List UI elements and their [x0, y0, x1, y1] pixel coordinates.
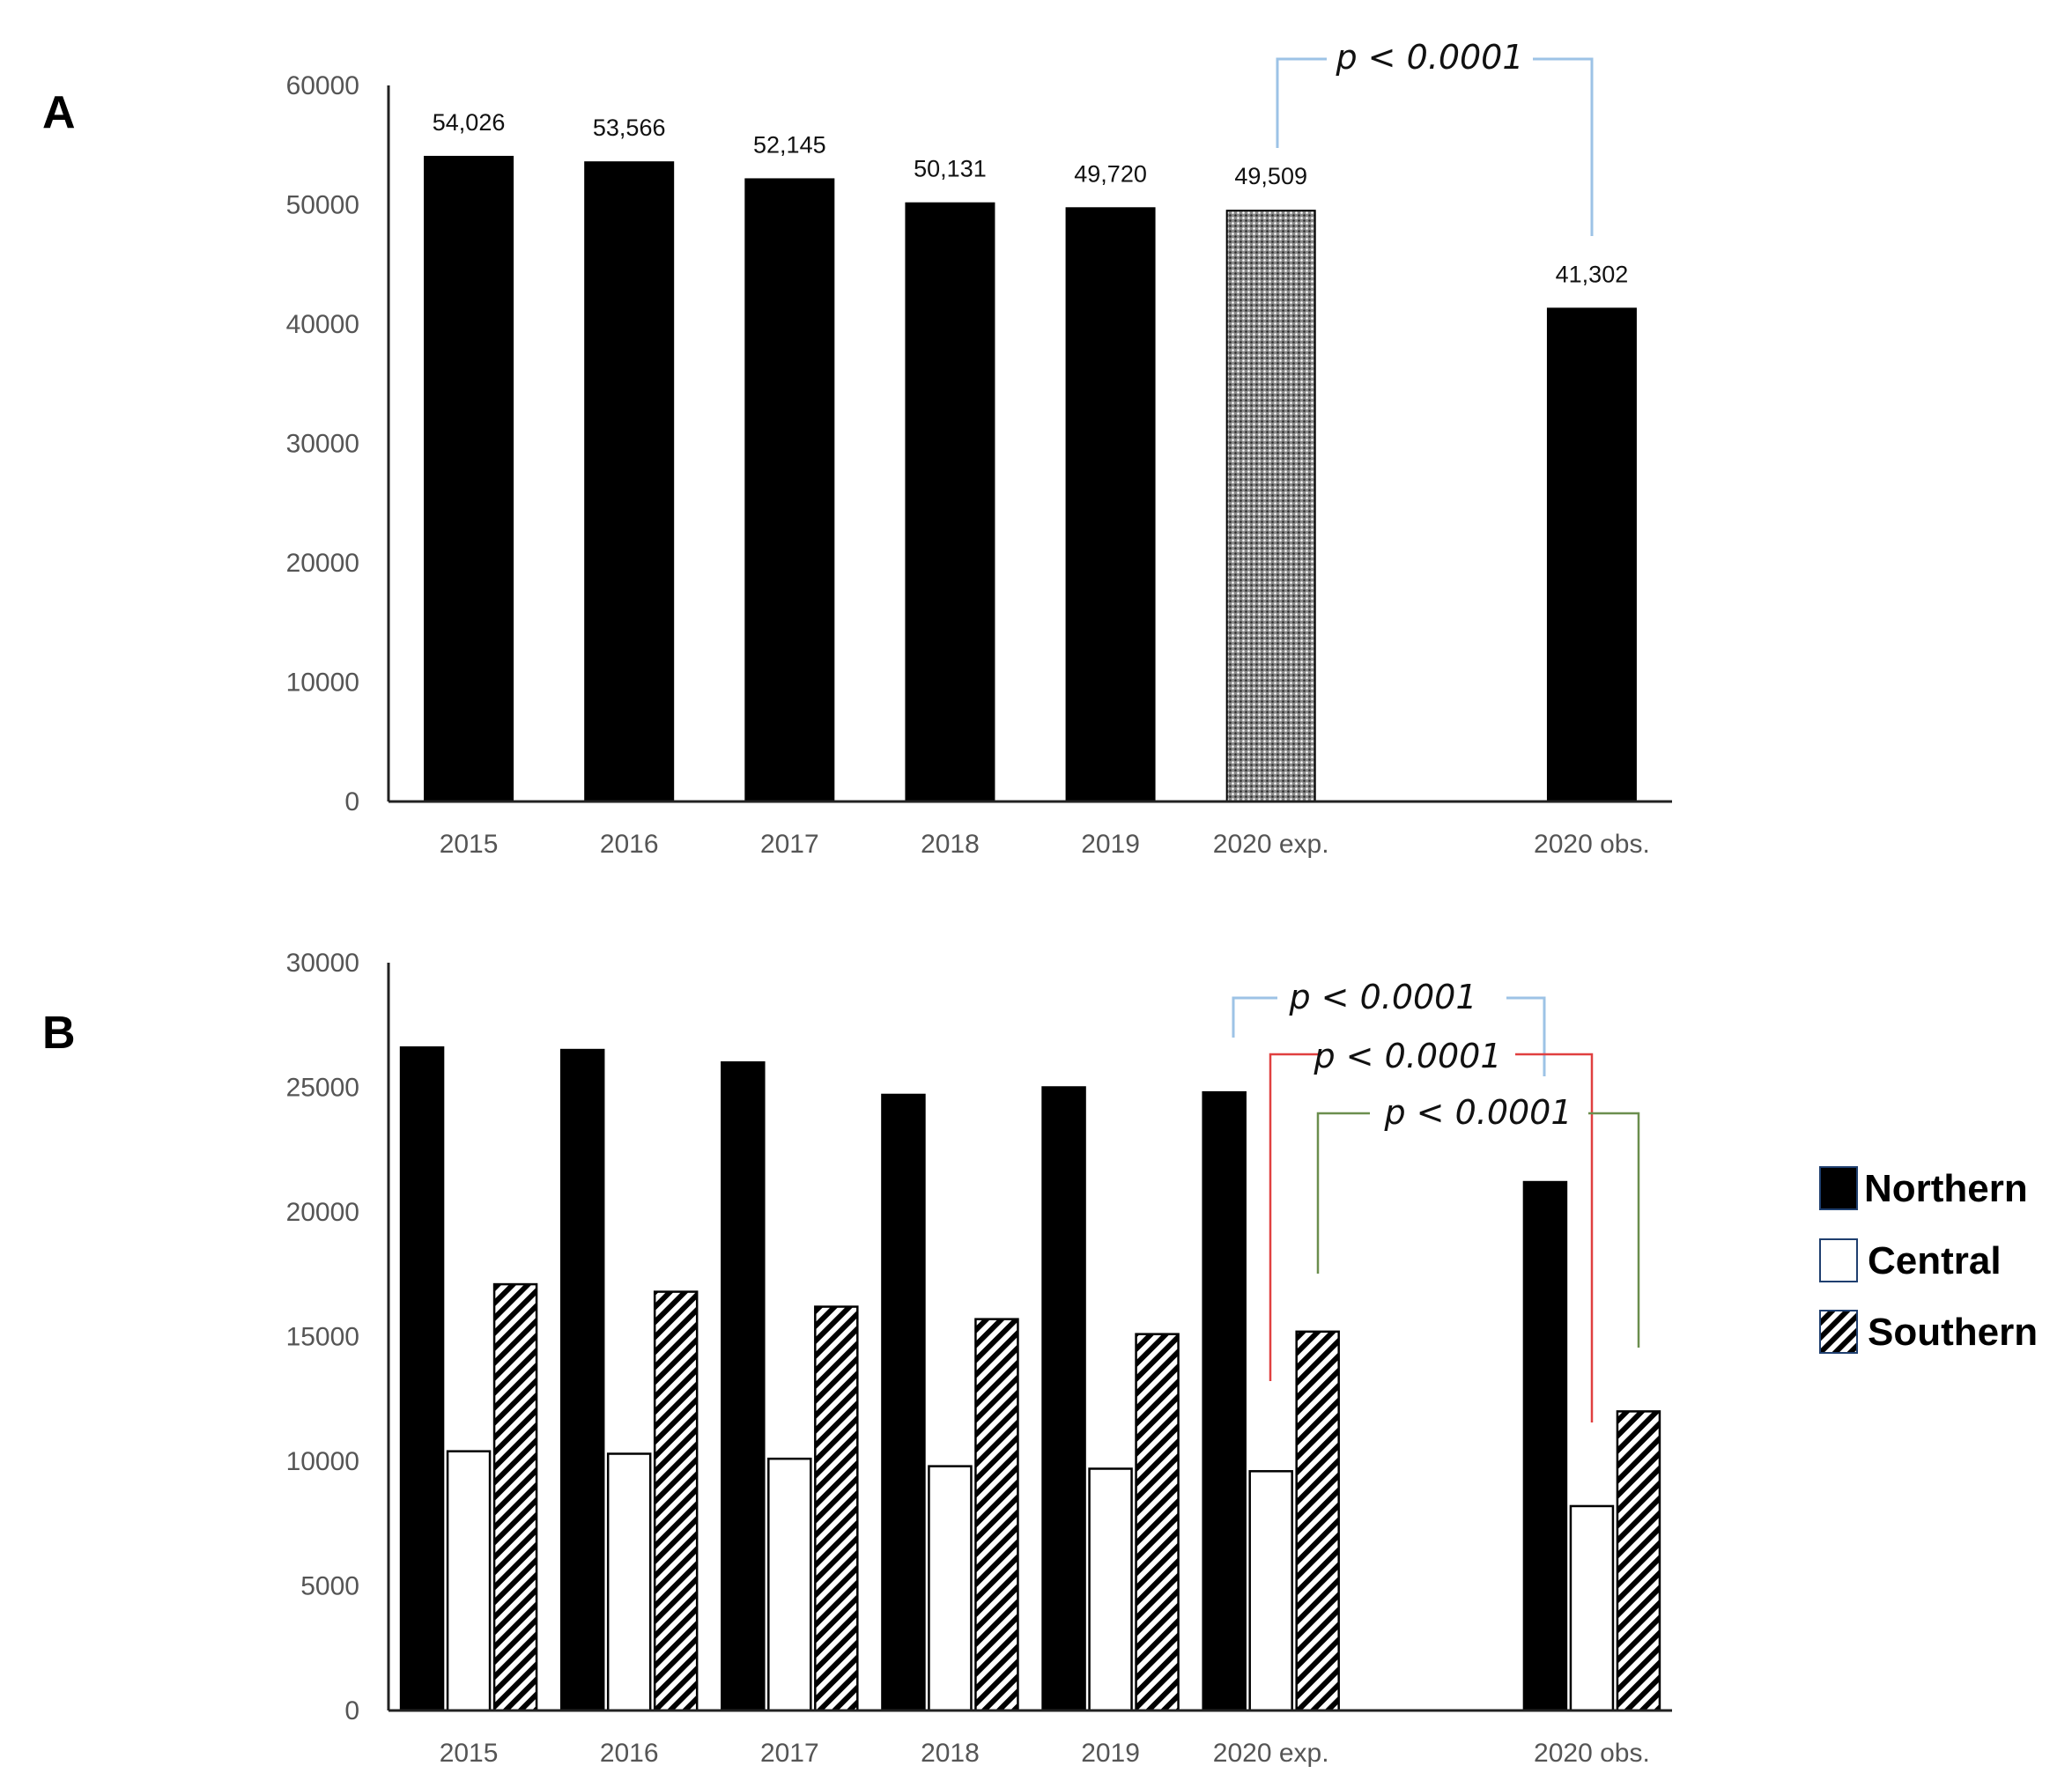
- bar-central: [606, 1452, 652, 1712]
- legend-swatch-central: [1819, 1238, 1858, 1282]
- bar-southern: [653, 1290, 699, 1712]
- x-tick-label: 2019: [1081, 1739, 1140, 1768]
- y-tick-label: 0: [344, 787, 359, 816]
- x-tick-label: 2016: [600, 830, 659, 859]
- bar-northern: [559, 1048, 605, 1712]
- x-axis-a: 2015 2016 2017 2018 2019 2020 exp. 2020 obs.: [440, 830, 1650, 859]
- bars-b: [399, 1045, 1661, 1712]
- bar-southern: [492, 1282, 538, 1712]
- y-tick-label: 5000: [300, 1572, 359, 1601]
- y-axis-b: 0 5000 10000 15000 20000 25000 30000: [286, 949, 359, 1725]
- significance-bracket-b-northern: p < 0.0001: [1232, 978, 1546, 1076]
- bar: [1065, 207, 1156, 802]
- bar-central: [1248, 1470, 1293, 1712]
- bar-southern: [1616, 1410, 1661, 1712]
- x-tick-label: 2015: [440, 830, 499, 859]
- y-tick-label: 60000: [286, 71, 359, 100]
- bar-northern: [881, 1093, 926, 1712]
- data-labels-a: 54,026 53,566 52,145 50,131 49,720 49,509 41,3…: [433, 109, 1628, 287]
- legend: Northern Central Southern: [1819, 1166, 2038, 1354]
- x-tick-label: 2017: [760, 1739, 819, 1768]
- bar-southern: [1135, 1333, 1180, 1712]
- x-tick-label: 2015: [440, 1739, 499, 1768]
- bar-southern: [974, 1318, 1019, 1712]
- data-label: 49,509: [1234, 163, 1307, 189]
- data-label: 53,566: [593, 115, 666, 141]
- data-label: 41,302: [1556, 261, 1629, 287]
- y-tick-label: 15000: [286, 1323, 359, 1352]
- legend-label-northern: Northern: [1864, 1167, 2028, 1210]
- panel-label-a: A: [42, 87, 76, 138]
- y-tick-label: 40000: [286, 310, 359, 339]
- bar-northern: [1202, 1090, 1247, 1712]
- bar-northern: [399, 1045, 445, 1712]
- data-label: 52,145: [753, 131, 826, 158]
- bar-central: [1088, 1467, 1133, 1712]
- p-value-label-a: p < 0.0001: [1335, 38, 1523, 77]
- bar: [744, 178, 835, 803]
- bar-southern: [814, 1305, 859, 1712]
- y-axis-a: 0 10000 20000 30000 40000 50000 60000: [286, 71, 359, 816]
- significance-bracket-b-central: p < 0.0001: [1269, 1037, 1594, 1422]
- bar-central: [1569, 1504, 1615, 1712]
- bar: [1546, 307, 1637, 802]
- bar: [905, 202, 995, 802]
- y-tick-label: 0: [344, 1696, 359, 1725]
- y-tick-label: 10000: [286, 669, 359, 698]
- chart-a: 0 10000 20000 30000 40000 50000 60000 2015 2016…: [286, 38, 1672, 859]
- bar: [424, 155, 514, 802]
- significance-bracket-a: p < 0.0001: [1276, 38, 1594, 236]
- bar-central: [928, 1465, 973, 1712]
- data-label: 50,131: [914, 156, 987, 182]
- bar: [1225, 210, 1316, 802]
- legend-swatch-northern: [1819, 1166, 1858, 1210]
- bar-northern: [721, 1060, 766, 1712]
- y-tick-label: 20000: [286, 1198, 359, 1227]
- p-value-label-b-northern: p < 0.0001: [1288, 978, 1476, 1016]
- x-tick-label: 2016: [600, 1739, 659, 1768]
- bar: [584, 161, 675, 802]
- x-tick-label: 2018: [921, 830, 980, 859]
- legend-label-central: Central: [1868, 1239, 2002, 1282]
- x-tick-label: 2019: [1081, 830, 1140, 859]
- x-tick-label: 2020 exp.: [1213, 830, 1329, 859]
- bar-central: [446, 1450, 492, 1712]
- x-axis-b: 2015 2016 2017 2018 2019 2020 exp. 2020 obs.: [440, 1739, 1650, 1768]
- y-tick-label: 50000: [286, 191, 359, 220]
- bar-central: [767, 1457, 812, 1712]
- x-tick-label: 2020 exp.: [1213, 1739, 1329, 1768]
- y-tick-label: 25000: [286, 1074, 359, 1103]
- x-tick-label: 2017: [760, 830, 819, 859]
- panel-label-b: B: [42, 1008, 76, 1059]
- y-tick-label: 10000: [286, 1447, 359, 1476]
- x-tick-label: 2020 obs.: [1534, 1739, 1650, 1768]
- legend-label-southern: Southern: [1868, 1311, 2038, 1354]
- legend-swatch-southern: [1819, 1310, 1858, 1354]
- data-label: 49,720: [1074, 160, 1147, 187]
- y-tick-label: 20000: [286, 549, 359, 578]
- bars-a: [424, 155, 1637, 803]
- x-tick-label: 2020 obs.: [1534, 830, 1650, 859]
- significance-bracket-b-southern: p < 0.0001: [1316, 1093, 1640, 1348]
- p-value-label-b-southern: p < 0.0001: [1383, 1093, 1572, 1132]
- p-value-label-b-central: p < 0.0001: [1313, 1037, 1501, 1075]
- x-tick-label: 2018: [921, 1739, 980, 1768]
- data-label: 54,026: [433, 109, 506, 136]
- bar-northern: [1041, 1086, 1086, 1712]
- y-tick-label: 30000: [286, 949, 359, 978]
- bar-southern: [1295, 1330, 1340, 1712]
- bar-northern: [1522, 1180, 1568, 1712]
- y-tick-label: 30000: [286, 430, 359, 459]
